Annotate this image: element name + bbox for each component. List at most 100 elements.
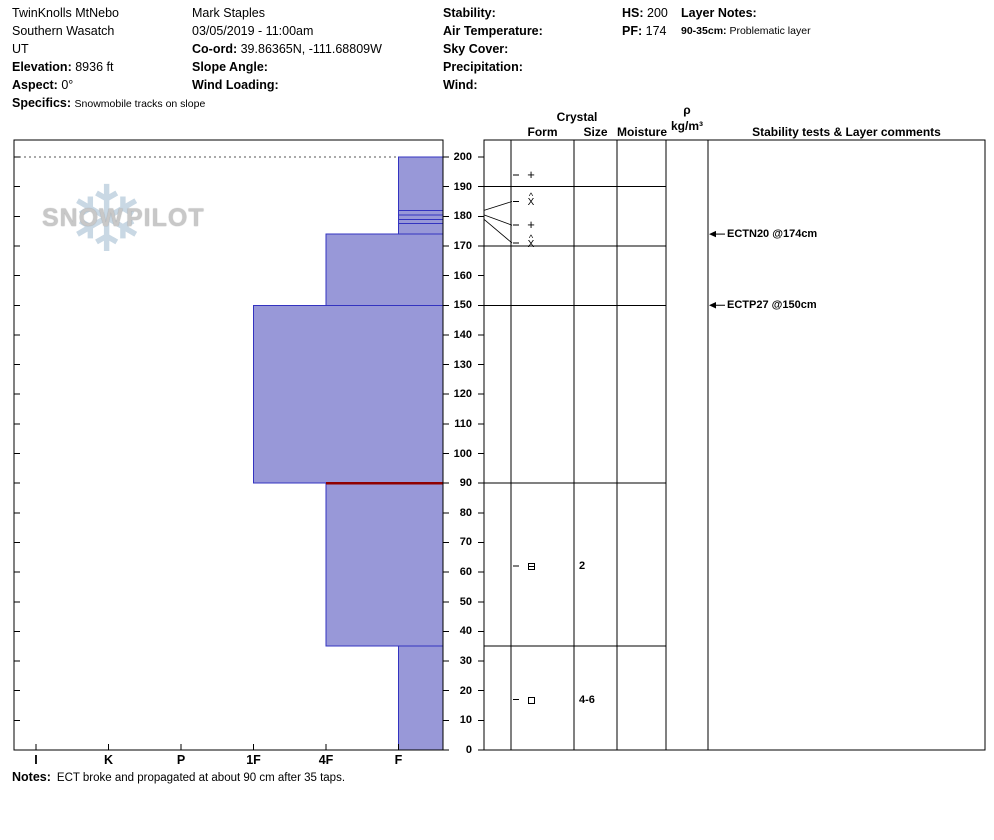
air-temperature-label: Air Temperature: [443, 24, 543, 38]
pf-value: 174 [645, 24, 667, 38]
notes-label: Notes: [12, 770, 51, 784]
aspect-row: Aspect: 0° [12, 76, 205, 94]
logo-word-snow: SNOW [42, 204, 124, 232]
slope-angle-row: Slope Angle: [192, 58, 382, 76]
crystal-plus-icon: + [527, 166, 535, 182]
coord-label: Co-ord: [192, 42, 238, 56]
specifics-value: Snowmobile tracks on slope [74, 98, 206, 110]
hs-value: 200 [647, 6, 668, 20]
grain-form-cell: ^ X [521, 233, 541, 250]
layer-notes-block: Layer Notes: 90-35cm: Problematic layer [681, 4, 811, 40]
layer-notes-text: Problematic layer [729, 25, 811, 37]
wind-loading-row: Wind Loading: [192, 76, 382, 94]
snow-layer-bar [398, 645, 444, 751]
aspect-value: 0° [61, 78, 74, 92]
notes-text: ECT broke and propagated at about 90 cm … [56, 772, 346, 784]
hardness-axis-label: I [34, 753, 38, 767]
layer-notes-header: Layer Notes: [681, 4, 811, 22]
grain-size-value: 4-6 [579, 693, 595, 706]
depth-axis-label: 130 [453, 358, 472, 371]
slope-angle-label: Slope Angle: [192, 60, 268, 74]
form-header: Form [527, 125, 558, 139]
depth-axis-label: 110 [454, 417, 472, 430]
depth-axis-label: 160 [453, 269, 472, 282]
depth-axis-label: 50 [459, 595, 472, 608]
depth-axis-label: 20 [459, 684, 472, 697]
elevation-row: Elevation: 8936 ft [12, 58, 205, 76]
crystal-hat-mark: ^ [528, 191, 534, 202]
wind-label: Wind: [443, 78, 478, 92]
location-name: TwinKnolls MtNebo [12, 6, 119, 20]
hardness-axis-label: 4F [318, 753, 334, 767]
grain-leader-line [483, 214, 513, 226]
conditions-block: Stability: Air Temperature: Sky Cover: P… [443, 4, 543, 94]
test-arrow-head [709, 302, 716, 309]
logo-word-pilot: PILOT [126, 204, 205, 232]
air-temperature-row: Air Temperature: [443, 22, 543, 40]
depth-axis-label: 0 [465, 744, 472, 756]
specifics-label: Specifics: [12, 96, 72, 110]
elevation-value: 8936 ft [75, 60, 114, 74]
crystal-plus-icon: + [527, 217, 535, 233]
depth-axis-label: 80 [459, 506, 472, 519]
snow-layer-bar [253, 304, 444, 484]
location-region: Southern Wasatch [12, 24, 115, 38]
depth-axis-label: 10 [459, 714, 472, 727]
layer-notes-range: 90-35cm: [681, 25, 727, 37]
wind-loading-label: Wind Loading: [192, 78, 279, 92]
hardness-axis-label: K [103, 753, 114, 767]
depth-axis-label: 180 [453, 210, 472, 223]
hs-row: HS: 200 [622, 4, 668, 22]
location-state: UT [12, 42, 29, 56]
stability-test-label: ECTN20 @174cm [727, 228, 818, 241]
crystal-square-dash-icon [527, 563, 535, 571]
coord-value: 39.86365N, -111.68809W [240, 42, 382, 56]
snowflake-icon: ❄ [68, 169, 146, 271]
grain-leader-line [483, 201, 513, 211]
location-block: TwinKnolls MtNebo Southern Wasatch UT El… [12, 4, 205, 113]
density-symbol-header: ρ [683, 103, 691, 117]
grain-form-cell [521, 692, 541, 707]
moisture-header: Moisture [617, 125, 668, 139]
snow-layer-bar [325, 233, 444, 306]
snow-layer-bar [325, 482, 444, 647]
crystal-hat-mark: ^ [528, 232, 534, 243]
crystal-square-icon [527, 696, 535, 704]
layer-notes-label: Layer Notes: [681, 6, 757, 20]
depth-axis-label: 120 [453, 388, 472, 401]
depth-axis-label: 190 [453, 180, 472, 193]
depth-axis-label: 150 [453, 299, 472, 312]
depth-axis-label: 170 [453, 239, 472, 252]
size-header: Size [583, 125, 608, 139]
stability-row: Stability: [443, 4, 543, 22]
snow-layer-bar [398, 156, 444, 211]
precipitation-label: Precipitation: [443, 60, 523, 74]
pf-label: PF: [622, 24, 643, 38]
depth-axis-label: 200 [453, 151, 472, 163]
hardness-axis-label: F [394, 753, 403, 767]
sky-cover-label: Sky Cover: [443, 42, 509, 56]
depth-axis-label: 100 [453, 447, 472, 460]
depth-axis-label: 30 [459, 655, 472, 668]
hardness-axis-label: 1F [246, 753, 261, 767]
snowpilot-logo: ❄ SNOW PILOT [38, 174, 213, 272]
wind-row: Wind: [443, 76, 543, 94]
hardness-axis-label: P [176, 753, 186, 767]
stability-test-label: ECTP27 @150cm [727, 299, 817, 312]
precipitation-row: Precipitation: [443, 58, 543, 76]
info-panel-frame [483, 139, 986, 751]
crystal-header: Crystal [556, 110, 598, 124]
snow-layer-bar [398, 223, 444, 235]
crystal-xhat-icon: ^ X [527, 191, 535, 209]
snow-layer-bar [398, 218, 444, 225]
depth-axis-label: 140 [453, 328, 472, 341]
observation-datetime: 03/05/2019 - 11:00am [192, 24, 314, 38]
grain-form-cell: + [521, 167, 541, 182]
stability-label: Stability: [443, 6, 496, 20]
hs-label: HS: [622, 6, 644, 20]
hardness-chart-frame [13, 139, 444, 751]
specifics-row: Specifics: Snowmobile tracks on slope [12, 94, 205, 113]
density-unit-header: kg/m³ [670, 119, 703, 133]
